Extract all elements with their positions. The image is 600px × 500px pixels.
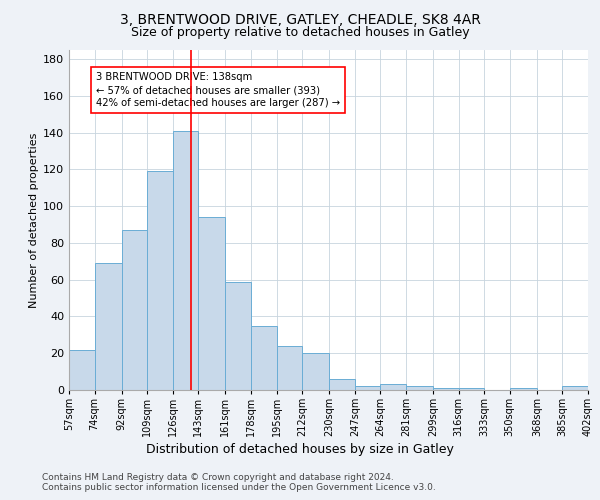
Bar [355, 386, 380, 390]
Bar [251, 326, 277, 390]
Bar [433, 388, 458, 390]
Bar [380, 384, 406, 390]
Y-axis label: Number of detached properties: Number of detached properties [29, 132, 39, 308]
Bar [226, 282, 251, 390]
Bar [147, 172, 173, 390]
Bar [329, 379, 355, 390]
Bar [173, 131, 199, 390]
Text: 3, BRENTWOOD DRIVE, GATLEY, CHEADLE, SK8 4AR: 3, BRENTWOOD DRIVE, GATLEY, CHEADLE, SK8… [119, 12, 481, 26]
Bar [510, 388, 537, 390]
Text: Size of property relative to detached houses in Gatley: Size of property relative to detached ho… [131, 26, 469, 39]
Bar [406, 386, 433, 390]
Bar [302, 353, 329, 390]
Bar [458, 388, 484, 390]
Text: Contains public sector information licensed under the Open Government Licence v3: Contains public sector information licen… [42, 484, 436, 492]
Bar [277, 346, 302, 390]
Bar [122, 230, 147, 390]
Text: Distribution of detached houses by size in Gatley: Distribution of detached houses by size … [146, 442, 454, 456]
Bar [69, 350, 95, 390]
Bar [199, 217, 226, 390]
Bar [562, 386, 588, 390]
Text: Contains HM Land Registry data © Crown copyright and database right 2024.: Contains HM Land Registry data © Crown c… [42, 472, 394, 482]
Bar [95, 263, 122, 390]
Text: 3 BRENTWOOD DRIVE: 138sqm
← 57% of detached houses are smaller (393)
42% of semi: 3 BRENTWOOD DRIVE: 138sqm ← 57% of detac… [96, 72, 340, 108]
